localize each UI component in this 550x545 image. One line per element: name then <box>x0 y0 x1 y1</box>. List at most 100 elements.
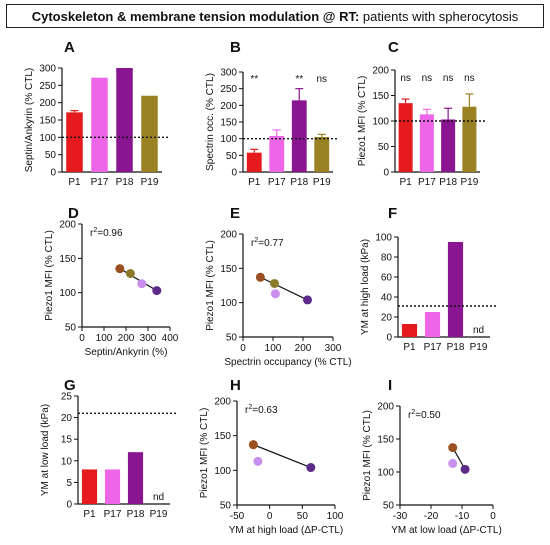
panel-c: C 0 50 100 150 200 Piezo1 MFI (% CTL) P1 ns P17 ns… <box>357 39 486 188</box>
panel-d-ytick-label: 200 <box>59 220 76 231</box>
panel-h-fit-line <box>253 444 312 469</box>
panel-b-ytick-label: 200 <box>220 101 237 112</box>
panel-f-ytick-label: 60 <box>381 273 393 284</box>
panel-g-ylabel: YM at low load (kPa) <box>40 404 51 496</box>
panel-f-ylabel: YM at high load (kPa) <box>360 239 371 335</box>
panel-d-ytick-label: 150 <box>59 254 76 265</box>
panel-c-bar-p19 <box>462 106 477 172</box>
panel-c-ytick-label: 0 <box>383 168 389 179</box>
panel-b-ytick-label: 300 <box>220 68 237 79</box>
panel-b-ytick-label: 0 <box>231 168 237 179</box>
panel-h-xtick-label: 100 <box>327 511 344 522</box>
panel-c-xtick-label: P1 <box>400 177 413 188</box>
panel-d-ylabel: Piezo1 MFI (% CTL) <box>44 230 55 321</box>
panel-e-point-p1 <box>255 272 265 282</box>
panel-d-fit-line <box>119 268 158 292</box>
panel-a-label: A <box>64 39 75 56</box>
panel-e-xtick-label: 100 <box>265 343 282 354</box>
panel-e-ylabel: Piezo1 MFI (% CTL) <box>205 240 216 331</box>
panel-g-xtick-label: P18 <box>127 509 145 520</box>
panel-f-label: F <box>388 205 397 222</box>
panel-i-point-p18 <box>460 464 470 474</box>
panel-b-xtick-label: P19 <box>313 177 331 188</box>
panel-a-xtick-label: P1 <box>68 177 81 188</box>
panel-d-xtick-label: 200 <box>118 333 135 344</box>
panel-h-xtick-label: -50 <box>230 511 245 522</box>
panel-h-xtick-label: 0 <box>267 511 273 522</box>
panel-d-point-p18 <box>152 286 162 296</box>
panel-h-ytick-label: 50 <box>220 501 232 512</box>
panel-e-r2-label: r2=0.77 <box>251 237 284 249</box>
panel-h-xtick-label: 50 <box>297 511 309 522</box>
panel-i-ytick-label: 150 <box>377 435 394 446</box>
panel-h-ylabel: Piezo1 MFI (% CTL) <box>199 408 210 499</box>
panel-e-ytick-label: 50 <box>226 333 238 344</box>
panel-a-bar-p19 <box>141 95 158 172</box>
panel-f-ytick-label: 100 <box>375 233 392 244</box>
panel-b: B 0 50 100 150 200 250 300 Spectrin occ. (% CTL)… <box>205 39 339 188</box>
panel-e-xtick-label: 300 <box>325 343 342 354</box>
panel-h-ytick-label: 150 <box>214 431 231 442</box>
panel-h-r2-label: r2=0.63 <box>245 404 278 416</box>
panel-h-ytick-label: 200 <box>214 397 231 408</box>
panel-c-significance: ns <box>443 73 454 84</box>
panel-f-ytick-label: 0 <box>386 333 392 344</box>
panel-a-ytick-label: 150 <box>39 116 56 127</box>
panel-h-point-p1 <box>248 440 258 450</box>
panel-g: G 0 5 10 15 20 25 YM at low load (kPa) P1 P17 P18 P… <box>40 377 176 520</box>
panel-e-point-p18 <box>303 295 312 305</box>
panel-c-significance: ns <box>422 73 433 84</box>
panel-g-xtick-label: P17 <box>104 509 122 520</box>
panel-c-xtick-label: P18 <box>439 177 457 188</box>
panel-b-xtick-label: P17 <box>268 177 286 188</box>
panel-d-point-p19 <box>125 268 135 278</box>
panel-c-ylabel: Piezo1 MFI (% CTL) <box>357 76 368 167</box>
panel-b-significance: ** <box>250 74 258 85</box>
panel-g-xtick-label: P19 <box>150 509 168 520</box>
panel-g-ytick-label: 0 <box>66 500 72 511</box>
panel-d-xtick-label: 100 <box>96 333 113 344</box>
panel-i-ytick-label: 200 <box>377 402 394 413</box>
panel-i-xtick-label: -20 <box>424 511 439 522</box>
panel-b-bar-p19 <box>314 137 330 172</box>
panel-f-bar-p1 <box>401 324 418 337</box>
panel-e-point-p19 <box>270 278 279 288</box>
panel-b-ytick-label: 150 <box>220 118 237 129</box>
panel-b-significance: ns <box>316 74 327 85</box>
panel-a-bar-p17 <box>91 77 108 172</box>
panel-b-ylabel: Spectrin occ. (% CTL) <box>205 73 216 171</box>
panel-f-nd-label: nd <box>473 325 484 336</box>
panel-d-xtick-label: 400 <box>162 333 179 344</box>
panel-f-bar-p17 <box>424 312 441 337</box>
panel-h-point-p17 <box>253 456 263 466</box>
panel-c-ytick-label: 100 <box>372 117 389 128</box>
panel-g-ytick-label: 10 <box>61 456 73 467</box>
panel-a-xtick-label: P18 <box>116 177 134 188</box>
panel-f-ytick-label: 80 <box>381 253 393 264</box>
panel-b-ytick-label: 50 <box>226 151 238 162</box>
panel-a-ytick-label: 200 <box>39 98 56 109</box>
panel-a: A 0 50 100 150 200 250 300 Septin/Ankyrin (% CTL… <box>24 39 168 188</box>
panel-c-bar-p18 <box>441 119 456 172</box>
panel-i-ytick-label: 50 <box>383 501 395 512</box>
panel-e-ytick-label: 200 <box>220 230 237 241</box>
panel-a-xtick-label: P17 <box>91 177 109 188</box>
panel-b-bar-p17 <box>269 136 285 172</box>
panel-f-bar-p18 <box>447 242 464 337</box>
panel-b-bar-p18 <box>291 100 307 172</box>
panel-i-r2-label: r2=0.50 <box>408 409 441 421</box>
panel-a-ytick-label: 100 <box>39 133 56 144</box>
panel-i-xtick-label: 0 <box>490 511 496 522</box>
panel-g-ytick-label: 20 <box>61 413 73 424</box>
panel-h: H 50 100 150 200 Piezo1 MFI (% CTL) -50 0 50 100 Y… <box>199 377 344 536</box>
panel-e-xtick-label: 200 <box>295 343 312 354</box>
panel-i-xlabel: YM at low load (ΔP-CTL) <box>391 525 502 536</box>
panel-g-xtick-label: P1 <box>83 509 96 520</box>
panel-d: D 50 100 150 200 Piezo1 MFI (% CTL) 0 100 200 300… <box>44 205 179 358</box>
panel-d-point-p17 <box>137 279 147 289</box>
panel-e-point-p17 <box>270 289 280 299</box>
panel-h-ytick-label: 100 <box>214 466 231 477</box>
panel-f-xtick-label: P19 <box>470 342 488 353</box>
panel-c-bar-p1 <box>398 103 413 172</box>
